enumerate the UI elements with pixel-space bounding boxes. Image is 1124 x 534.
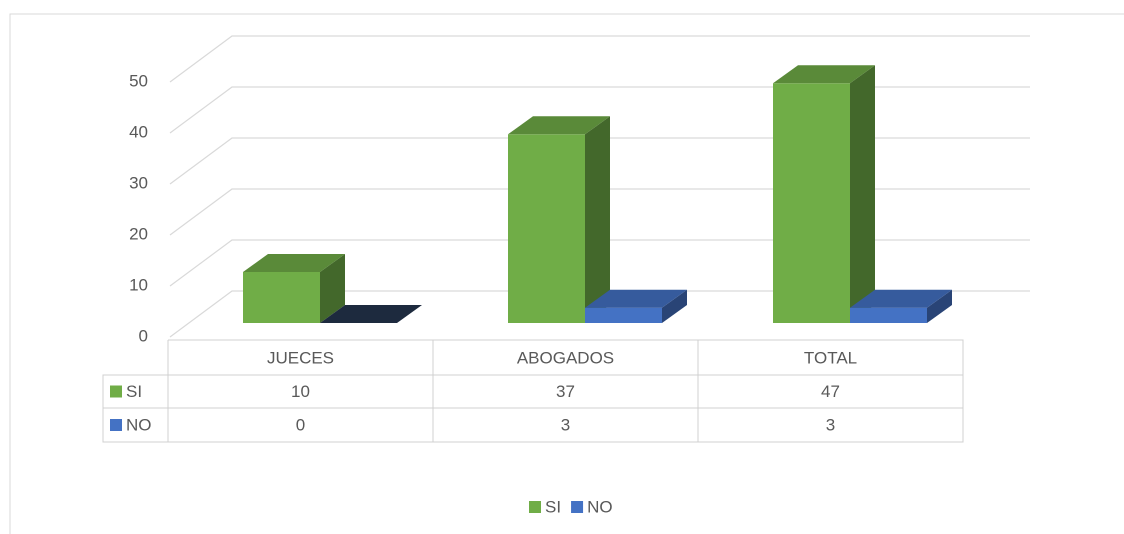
legend-key [571,501,584,513]
bar-side [585,116,610,323]
chart-frame [9,13,1124,534]
bar-top [850,289,952,308]
table-legend-key [110,385,122,398]
y-tick-label: 20 [129,224,148,243]
bar-side [320,254,345,323]
bar-top [320,305,422,323]
y-tick-label: 30 [129,173,148,192]
table-legend-key [110,419,122,431]
table-value: 0 [296,415,305,434]
bar-side [662,289,687,323]
table-row-label: NO [126,415,152,434]
bar-front [773,83,850,323]
bar-front [585,307,662,323]
y-tick-label: 10 [129,275,148,294]
table-value: 3 [826,415,835,434]
bar-side [850,65,875,324]
bar-side [927,289,952,323]
legend-label: SI [545,497,561,516]
bar-top [508,116,610,135]
table-value: 37 [556,382,575,401]
bar-front [508,134,585,323]
grid-line [169,239,1030,287]
grid-line [169,137,1030,185]
table-value: 10 [291,382,310,401]
y-tick-label: 50 [129,71,148,90]
table-header: JUECES [267,348,334,367]
legend-label: NO [587,497,613,516]
table-row-label: SI [126,382,142,401]
table-header: ABOGADOS [517,348,614,367]
grid-line [169,290,1030,338]
table-value: 3 [561,415,570,434]
bar-top [585,289,687,308]
bar-top [773,65,875,84]
table-value: 47 [821,382,840,401]
bar-front [243,272,320,323]
bar-top [243,254,345,272]
y-tick-label: 40 [129,122,148,141]
grid-line [169,188,1030,236]
grid-line [169,86,1030,134]
bar-front [850,307,927,323]
y-tick-label: 0 [139,326,148,345]
table-header: TOTAL [804,348,857,367]
grid-line [169,35,1030,83]
legend-key [529,501,541,513]
